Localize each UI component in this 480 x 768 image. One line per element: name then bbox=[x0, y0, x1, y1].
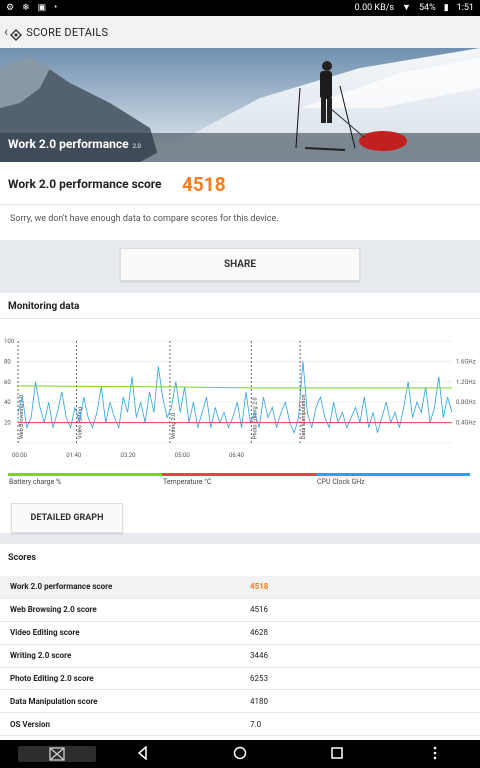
score-row-value: 4518 bbox=[250, 582, 269, 592]
score-value: 4518 bbox=[182, 173, 226, 196]
y-left-tick-label: 40 bbox=[4, 399, 11, 406]
battery-line bbox=[17, 385, 452, 389]
hero-version: 2.0 bbox=[132, 143, 141, 150]
hero-title: Work 2.0 performance 2.0 bbox=[8, 137, 141, 151]
y-right-tick-label: 0.8GHz bbox=[456, 399, 476, 406]
score-row-value: 4628 bbox=[250, 628, 268, 638]
monitoring-chart: 100 80 60 40 20 1.6GHz 1.2GHz 0.8GHz 0.4GHz 00:00… bbox=[4, 338, 476, 459]
y-left-tick-label: 100 bbox=[4, 338, 15, 345]
score-row: OS Version 7.0 bbox=[0, 713, 480, 737]
x-tick-label: 06:40 bbox=[229, 452, 245, 459]
home-icon[interactable] bbox=[232, 746, 248, 764]
dot-icon: • bbox=[54, 3, 58, 13]
y-left-tick-label: 80 bbox=[4, 358, 11, 365]
y-left-tick-label: 20 bbox=[4, 420, 11, 427]
score-row-value: 4180 bbox=[250, 696, 268, 706]
y-right-tick-label: 1.2GHz bbox=[456, 379, 476, 386]
app-logo-icon bbox=[10, 26, 23, 41]
battery-icon: ▮ bbox=[443, 2, 449, 13]
battery-level: 54% bbox=[418, 2, 436, 13]
score-row: Video Editing score 4628 bbox=[0, 622, 480, 645]
score-row: Data Manipulation score 4180 bbox=[0, 690, 480, 714]
back-icon[interactable] bbox=[135, 745, 151, 764]
monitoring-heading: Monitoring data bbox=[8, 301, 80, 312]
navigation-bar bbox=[0, 740, 480, 768]
menu-icon[interactable] bbox=[430, 746, 440, 764]
hero-banner: Work 2.0 performance 2.0 bbox=[0, 48, 480, 162]
y-right-tick-label: 1.6GHz bbox=[456, 358, 476, 365]
score-row-label: Video Editing score bbox=[10, 628, 80, 638]
legend-swatch bbox=[8, 473, 162, 476]
x-tick-label: 00:00 bbox=[12, 452, 28, 459]
x-tick-label: 01:40 bbox=[66, 452, 82, 459]
score-row-label: Data Manipulation score bbox=[10, 696, 98, 706]
score-row-label: Photo Editing 2.0 score bbox=[10, 674, 94, 683]
section-label: Data Manipulation bbox=[301, 394, 307, 439]
snowflake-icon: ❄ bbox=[22, 3, 30, 13]
skier-figure bbox=[295, 61, 407, 151]
score-row-value: 7.0 bbox=[250, 719, 262, 729]
score-row: Web Browsing 2.0 score 4516 bbox=[0, 599, 480, 622]
scores-table: Work 2.0 performance score 4518 Web Browsi… bbox=[0, 576, 480, 737]
legend-swatch bbox=[162, 473, 316, 476]
score-row-label: Writing 2.0 score bbox=[10, 651, 72, 661]
divider bbox=[0, 204, 480, 205]
x-tick-label: 03:20 bbox=[121, 452, 137, 459]
hero-title-text: Work 2.0 performance bbox=[8, 137, 129, 151]
comparison-note: Sorry, we don't have enough data to comp… bbox=[10, 214, 279, 224]
section-label: Web Browsing 2.0 bbox=[19, 395, 25, 439]
scores-heading: Scores bbox=[8, 553, 37, 563]
recents-icon[interactable] bbox=[329, 746, 345, 764]
clock: 1:51 bbox=[456, 2, 474, 13]
legend-label: Battery charge % bbox=[9, 478, 62, 486]
score-row-label: Web Browsing 2.0 score bbox=[10, 605, 97, 615]
page-title: SCORE DETAILS bbox=[26, 25, 109, 39]
detailed-graph-button[interactable]: DETAILED GRAPH bbox=[11, 503, 123, 533]
x-tick-label: 05:00 bbox=[175, 452, 191, 459]
score-row-value: 4516 bbox=[250, 605, 268, 615]
score-row-label: Work 2.0 performance score bbox=[10, 582, 113, 592]
legend-swatch bbox=[316, 473, 470, 476]
section-label: Writing 2.0 bbox=[171, 413, 177, 439]
score-row: Photo Editing 2.0 score 6253 bbox=[0, 668, 480, 691]
score-row-value: 6253 bbox=[250, 674, 268, 683]
score-label: Work 2.0 performance score bbox=[8, 177, 162, 191]
score-row-value: 3446 bbox=[250, 651, 268, 661]
score-row: Work 2.0 performance score 4518 bbox=[0, 576, 480, 599]
y-right-tick-label: 0.4GHz bbox=[456, 420, 476, 427]
image-icon: ▣ bbox=[37, 3, 47, 13]
section-label: Photo Editing 2.0 bbox=[252, 397, 258, 439]
app-bar: ‹ SCORE DETAILS bbox=[0, 16, 480, 48]
back-arrow-icon[interactable]: ‹ bbox=[4, 24, 9, 40]
scores-card: Scores Work 2.0 performance score 4518 Web… bbox=[0, 544, 480, 740]
divider bbox=[0, 318, 480, 319]
screenshot-icon[interactable] bbox=[18, 746, 96, 762]
share-button[interactable]: SHARE bbox=[120, 248, 360, 281]
monitoring-card: Monitoring data 100 80 60 40 20 1.6GHz 1.2GHz 0… bbox=[0, 293, 480, 533]
legend-label: CPU Clock GHz bbox=[317, 478, 365, 486]
network-speed: 0.00 KB/s bbox=[354, 2, 395, 13]
wifi-icon: ▼ bbox=[402, 3, 411, 13]
hero-image bbox=[0, 48, 480, 162]
legend-label: Temperature °C bbox=[163, 478, 212, 486]
score-row: Writing 2.0 score 3446 bbox=[0, 645, 480, 668]
y-left-tick-label: 60 bbox=[4, 379, 11, 386]
score-row-label: OS Version bbox=[10, 719, 50, 729]
status-bar: ⚙ ❄ ▣ • 0.00 KB/s ▼ 54% ▮ 1:51 bbox=[0, 0, 480, 16]
gear-icon: ⚙ bbox=[6, 3, 15, 13]
score-card: Work 2.0 performance score 4518 Sorry, w… bbox=[0, 162, 480, 240]
